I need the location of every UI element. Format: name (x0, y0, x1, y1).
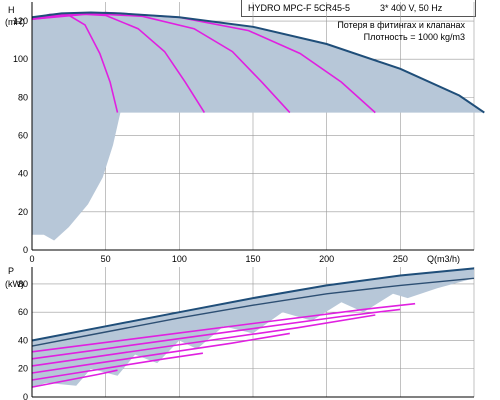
power-partial-curve-1 (31, 369, 118, 388)
power-partial-curve-4 (31, 314, 376, 367)
head-xtick-label: 200 (319, 254, 334, 264)
power-ylabel-symbol: P (8, 266, 14, 276)
power-partial-curve-2 (31, 352, 204, 381)
power-partial-curve-6 (31, 302, 416, 353)
power-partial-curves (31, 302, 416, 388)
power-max-curve-group (31, 267, 475, 347)
power-ytick-label: 60 (18, 307, 28, 317)
power-operating-area (32, 268, 474, 388)
head-tick-labels: 0 20 40 60 80 100 120 0 50 100 150 200 250 (13, 16, 408, 264)
head-xtick-label: 150 (245, 254, 260, 264)
power-ytick-label: 80 (18, 279, 28, 289)
head-max-curve (31, 11, 485, 114)
head-ytick-label: 60 (18, 131, 28, 141)
head-axes (31, 2, 474, 251)
head-xtick-label: 250 (393, 254, 408, 264)
head-xlabel: Q(m3/h) (427, 254, 460, 264)
pump-model-title: HYDRO MPC-F 5CR45-5 (248, 3, 350, 13)
head-operating-area (32, 12, 485, 241)
power-ytick-label: 0 (23, 392, 28, 400)
fitting-loss-note: Потеря в фитингах и клапанах (337, 20, 465, 30)
head-xtick-label: 0 (29, 254, 34, 264)
head-xtick-label: 100 (172, 254, 187, 264)
power-tick-labels: 0 20 40 60 80 (18, 279, 28, 400)
head-ylabel-unit: (mH) (5, 17, 25, 27)
power-ytick-label: 40 (18, 335, 28, 345)
head-ytick-label: 80 (18, 92, 28, 102)
head-ytick-label: 0 (23, 245, 28, 255)
head-ytick-label: 100 (13, 54, 28, 64)
head-ytick-label: 40 (18, 169, 28, 179)
power-second-curve (31, 277, 475, 347)
power-max-curve (31, 267, 475, 342)
head-ytick-label: 20 (18, 207, 28, 217)
head-envelope-area (32, 12, 485, 241)
power-partial-curve-5 (31, 308, 401, 360)
head-ylabel-symbol: H (8, 5, 15, 15)
power-axes (31, 267, 474, 398)
power-ylabel-unit: (kW) (5, 279, 24, 289)
power-envelope-area (32, 268, 474, 388)
head-ytick-label: 120 (13, 16, 28, 26)
head-max-curve-group (31, 11, 485, 114)
head-xtick-label: 50 (101, 254, 111, 264)
power-partial-curve-3 (31, 332, 290, 374)
density-note: Плотность = 1000 kg/m3 (364, 32, 465, 42)
supply-spec: 3* 400 V, 50 Hz (380, 3, 443, 13)
info-box (241, 0, 476, 17)
power-ytick-label: 20 (18, 364, 28, 374)
